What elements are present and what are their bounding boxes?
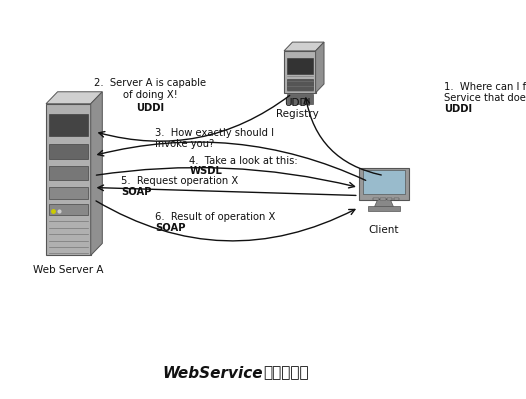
FancyBboxPatch shape xyxy=(287,58,313,74)
Text: SOAP: SOAP xyxy=(155,223,186,233)
FancyBboxPatch shape xyxy=(49,204,87,215)
FancyBboxPatch shape xyxy=(49,187,87,199)
FancyBboxPatch shape xyxy=(287,94,313,104)
FancyBboxPatch shape xyxy=(380,198,386,200)
Text: 4.  Take a look at this:: 4. Take a look at this: xyxy=(189,156,298,166)
Polygon shape xyxy=(316,42,324,93)
Text: Web Server A: Web Server A xyxy=(33,265,104,275)
FancyBboxPatch shape xyxy=(46,104,90,255)
FancyBboxPatch shape xyxy=(49,166,87,180)
Polygon shape xyxy=(375,200,393,207)
Polygon shape xyxy=(46,92,102,104)
Text: 3.  How exactly should I: 3. How exactly should I xyxy=(155,128,274,138)
Text: UDDI: UDDI xyxy=(136,103,164,113)
Text: WSDL: WSDL xyxy=(189,166,222,176)
Text: Service that does X?: Service that does X? xyxy=(444,93,526,103)
FancyBboxPatch shape xyxy=(287,79,313,90)
FancyBboxPatch shape xyxy=(49,114,87,136)
Text: 步骤流程图: 步骤流程图 xyxy=(263,365,309,381)
Text: 2.  Server A is capable: 2. Server A is capable xyxy=(94,78,206,88)
Polygon shape xyxy=(284,42,324,51)
Text: UDDI: UDDI xyxy=(444,104,472,114)
Text: invoke you?: invoke you? xyxy=(155,139,215,149)
Text: SOAP: SOAP xyxy=(121,187,151,197)
Text: Client: Client xyxy=(369,225,399,235)
FancyBboxPatch shape xyxy=(49,144,87,159)
FancyBboxPatch shape xyxy=(359,168,409,200)
FancyBboxPatch shape xyxy=(387,198,392,200)
FancyBboxPatch shape xyxy=(284,51,316,93)
FancyBboxPatch shape xyxy=(363,170,405,194)
Text: 6.  Result of operation X: 6. Result of operation X xyxy=(155,212,276,222)
Text: WebService: WebService xyxy=(163,365,263,381)
Text: of doing X!: of doing X! xyxy=(123,90,177,100)
Text: 5.  Request operation X: 5. Request operation X xyxy=(121,176,238,186)
FancyBboxPatch shape xyxy=(373,198,379,200)
Text: UDDI
Registry: UDDI Registry xyxy=(276,98,319,119)
Text: 1.  Where can I find a Web: 1. Where can I find a Web xyxy=(444,82,526,92)
FancyBboxPatch shape xyxy=(394,198,399,200)
FancyBboxPatch shape xyxy=(368,206,400,211)
Polygon shape xyxy=(91,92,102,255)
